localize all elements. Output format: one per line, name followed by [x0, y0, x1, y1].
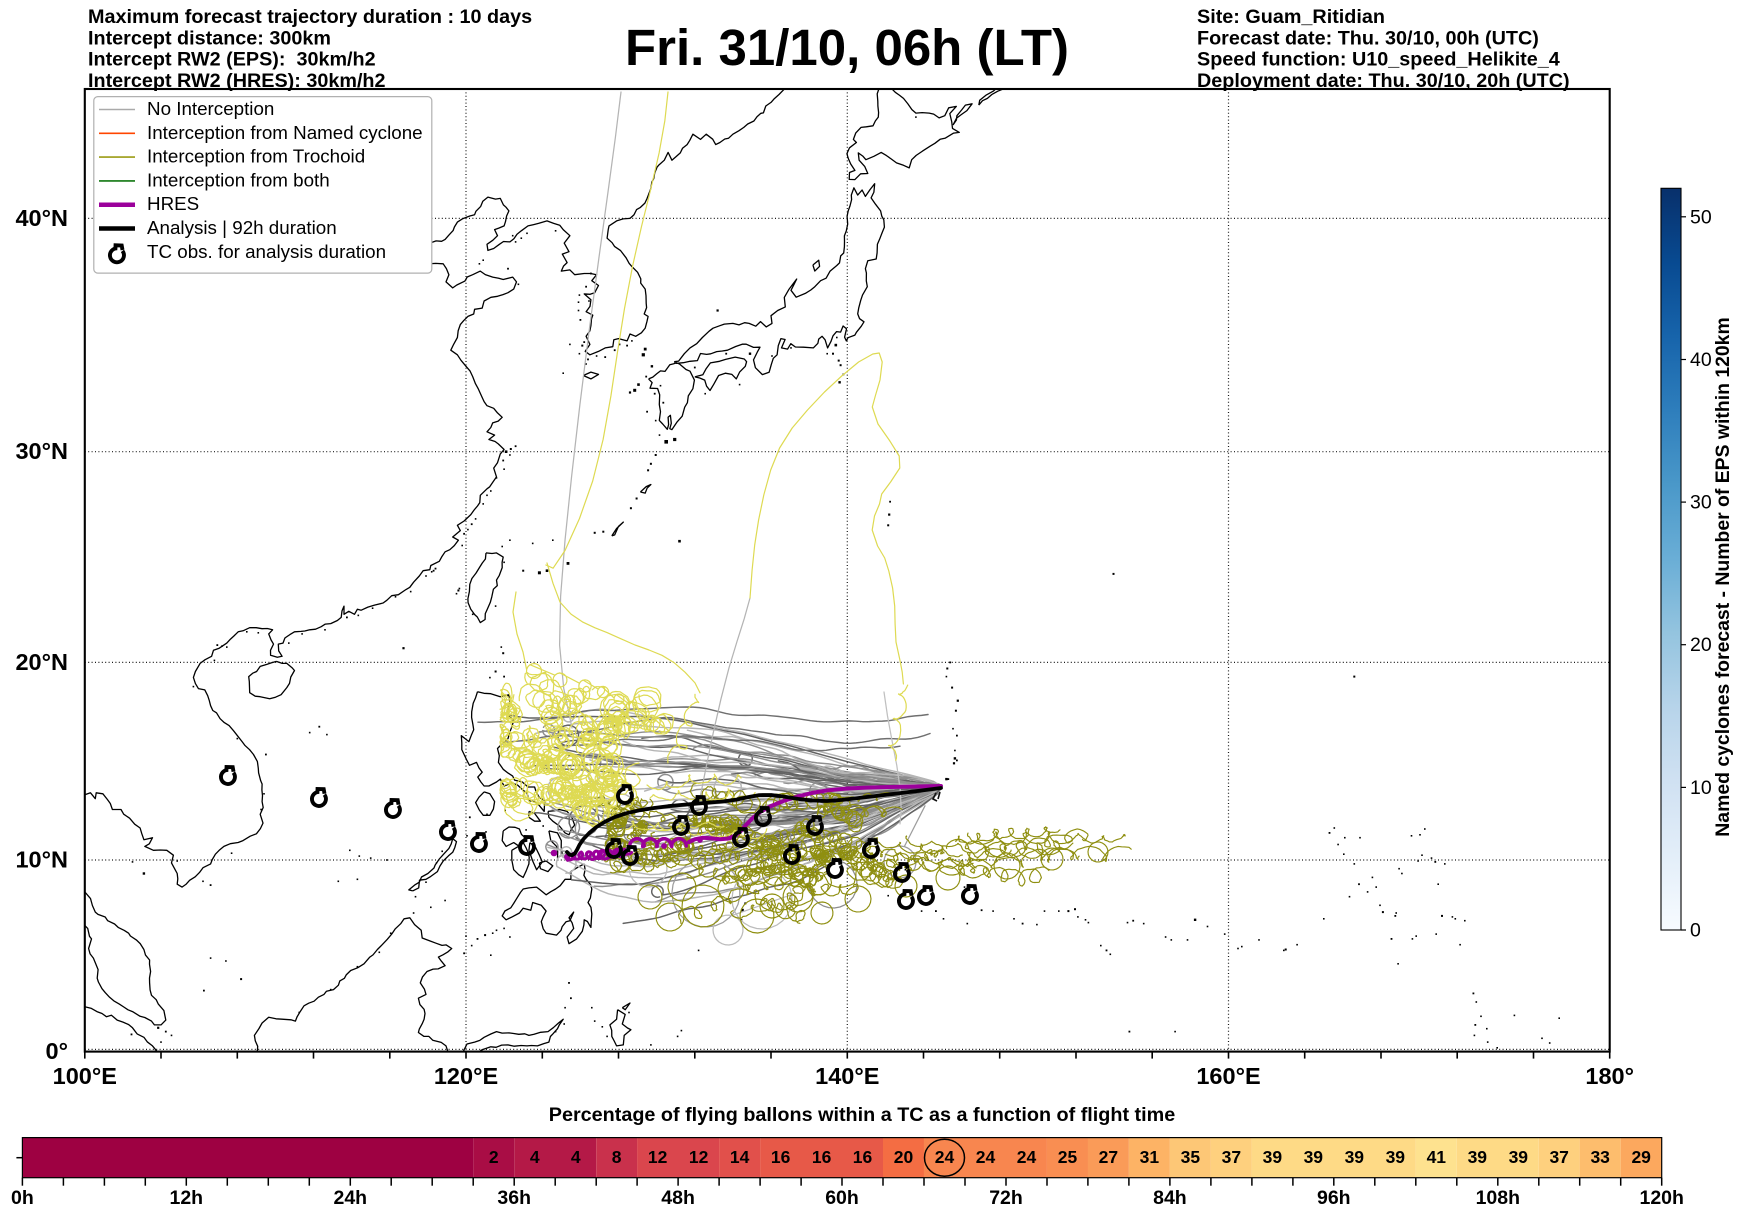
svg-text:12: 12 — [648, 1147, 668, 1167]
svg-text:36h: 36h — [497, 1187, 531, 1209]
svg-text:27: 27 — [1099, 1147, 1118, 1167]
svg-text:Maximum forecast trajectory du: Maximum forecast trajectory duration : 1… — [88, 6, 532, 28]
svg-text:0°: 0° — [46, 1038, 68, 1064]
svg-text:100°E: 100°E — [53, 1063, 117, 1089]
svg-text:39: 39 — [1468, 1147, 1488, 1167]
svg-text:96h: 96h — [1317, 1187, 1351, 1209]
svg-text:2: 2 — [489, 1147, 499, 1167]
svg-text:33: 33 — [1590, 1147, 1610, 1167]
svg-text:24: 24 — [1017, 1147, 1037, 1167]
svg-text:37: 37 — [1549, 1147, 1568, 1167]
svg-text:108h: 108h — [1476, 1187, 1520, 1209]
svg-text:Interception from Trochoid: Interception from Trochoid — [147, 146, 365, 167]
svg-text:50: 50 — [1690, 206, 1712, 228]
svg-text:10: 10 — [1690, 777, 1712, 799]
svg-text:30°N: 30°N — [15, 438, 68, 464]
svg-text:Interception from both: Interception from both — [147, 169, 330, 190]
svg-text:160°E: 160°E — [1196, 1063, 1260, 1089]
svg-text:180°: 180° — [1585, 1063, 1634, 1089]
svg-text:Named cyclones forecast - Numb: Named cyclones forecast - Number of EPS … — [1712, 317, 1734, 836]
svg-text:120h: 120h — [1639, 1187, 1683, 1209]
svg-text:TC obs. for analysis duration: TC obs. for analysis duration — [147, 241, 386, 262]
svg-text:30: 30 — [1690, 492, 1712, 514]
svg-text:72h: 72h — [989, 1187, 1023, 1209]
svg-text:120°E: 120°E — [434, 1063, 498, 1089]
svg-text:39: 39 — [1509, 1147, 1529, 1167]
svg-text:8: 8 — [612, 1147, 622, 1167]
svg-text:Speed function: U10_speed_Heli: Speed function: U10_speed_Helikite_4 — [1197, 49, 1560, 71]
svg-text:41: 41 — [1427, 1147, 1447, 1167]
svg-text:39: 39 — [1386, 1147, 1406, 1167]
svg-text:16: 16 — [853, 1147, 873, 1167]
svg-text:4: 4 — [571, 1147, 581, 1167]
svg-text:35: 35 — [1181, 1147, 1201, 1167]
svg-text:48h: 48h — [661, 1187, 695, 1209]
svg-text:60h: 60h — [825, 1187, 859, 1209]
svg-text:20°N: 20°N — [15, 649, 68, 675]
svg-text:37: 37 — [1222, 1147, 1241, 1167]
svg-text:39: 39 — [1304, 1147, 1324, 1167]
svg-text:Deployment date: Thu. 30/10, 2: Deployment date: Thu. 30/10, 20h (UTC) — [1197, 70, 1570, 92]
svg-text:20: 20 — [894, 1147, 914, 1167]
svg-text:24h: 24h — [333, 1187, 367, 1209]
svg-text:29: 29 — [1631, 1147, 1651, 1167]
svg-text:10°N: 10°N — [15, 846, 68, 872]
svg-text:0h: 0h — [11, 1187, 34, 1209]
svg-text:40: 40 — [1690, 349, 1712, 371]
svg-text:HRES: HRES — [147, 193, 199, 214]
svg-text:4: 4 — [530, 1147, 540, 1167]
svg-text:14: 14 — [730, 1147, 750, 1167]
svg-text:Percentage of flying ballons w: Percentage of flying ballons within a TC… — [549, 1104, 1175, 1126]
svg-text:Intercept RW2 (HRES): 30km/h2: Intercept RW2 (HRES): 30km/h2 — [88, 70, 386, 92]
svg-text:0: 0 — [1690, 920, 1701, 942]
svg-text:12: 12 — [689, 1147, 709, 1167]
svg-text:No Interception: No Interception — [147, 98, 274, 119]
svg-text:Forecast date: Thu. 30/10, 00h: Forecast date: Thu. 30/10, 00h (UTC) — [1197, 27, 1539, 49]
svg-text:Intercept distance: 300km: Intercept distance: 300km — [88, 27, 331, 49]
svg-text:12h: 12h — [169, 1187, 203, 1209]
svg-text:24: 24 — [935, 1147, 955, 1167]
svg-text:16: 16 — [812, 1147, 832, 1167]
svg-text:31: 31 — [1140, 1147, 1160, 1167]
svg-text:24: 24 — [976, 1147, 996, 1167]
svg-text:20: 20 — [1690, 634, 1712, 656]
svg-text:40°N: 40°N — [15, 205, 68, 231]
svg-text:39: 39 — [1263, 1147, 1283, 1167]
svg-text:39: 39 — [1345, 1147, 1365, 1167]
svg-text:Site: Guam_Ritidian: Site: Guam_Ritidian — [1197, 6, 1385, 28]
svg-text:Intercept RW2 (EPS): 30km/h2: Intercept RW2 (EPS): 30km/h2 — [88, 49, 376, 71]
svg-text:25: 25 — [1058, 1147, 1078, 1167]
svg-text:Analysis | 92h duration: Analysis | 92h duration — [147, 217, 337, 238]
svg-text:140°E: 140°E — [815, 1063, 879, 1089]
svg-text:Fri. 31/10, 06h (LT): Fri. 31/10, 06h (LT) — [625, 19, 1069, 76]
svg-text:16: 16 — [771, 1147, 791, 1167]
svg-text:84h: 84h — [1153, 1187, 1187, 1209]
svg-text:Interception from Named cyclon: Interception from Named cyclone — [147, 122, 423, 143]
